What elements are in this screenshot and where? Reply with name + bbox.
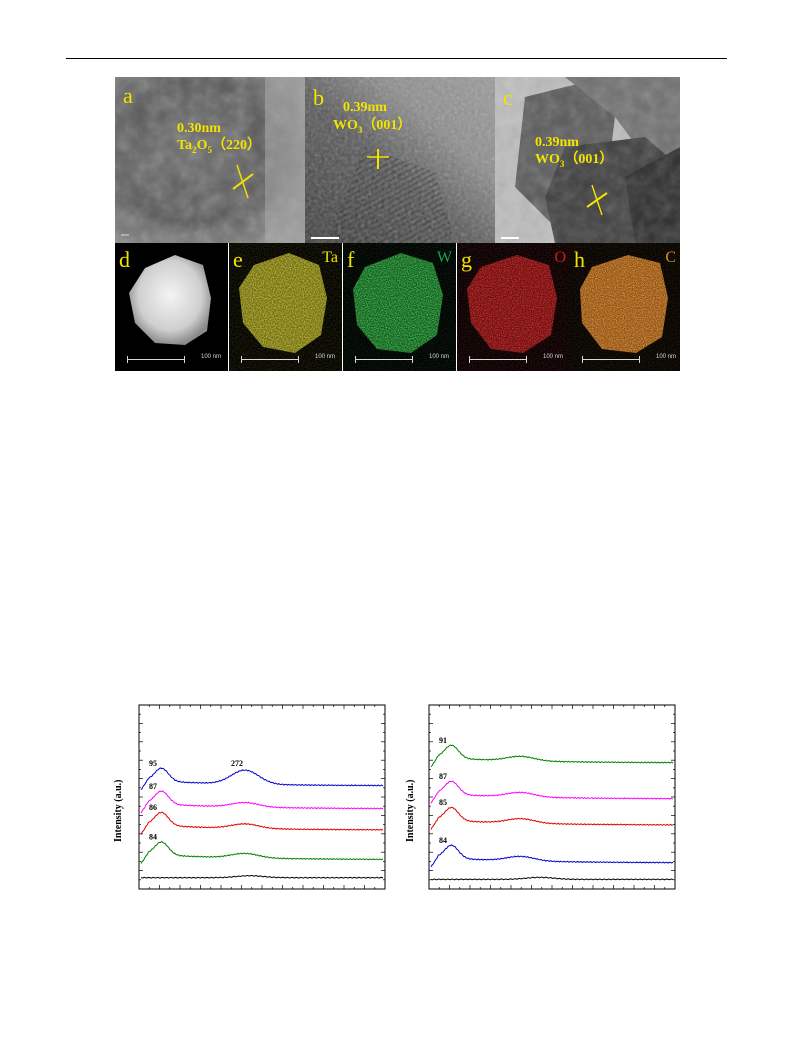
- panel-label-h: h: [574, 247, 585, 272]
- peak-label: 84: [149, 833, 157, 842]
- panel-label-g: g: [461, 247, 472, 272]
- scale-bar-d: 100 nm: [121, 354, 221, 365]
- element-label-o: O: [554, 249, 566, 266]
- phase-label-c: WO3（001）: [535, 152, 614, 169]
- panel-label-d: d: [119, 247, 130, 272]
- peak-label: 86: [149, 803, 157, 812]
- series-line: [430, 806, 674, 830]
- panel-label-f: f: [347, 247, 355, 272]
- lattice-spacing-b: 0.39nm: [343, 100, 387, 115]
- element-label-ta: Ta: [322, 249, 338, 266]
- panel-label-e: e: [233, 247, 243, 272]
- lattice-spacing-c: 0.39nm: [535, 135, 579, 150]
- series-line: [140, 874, 384, 879]
- element-label-w: W: [436, 249, 452, 266]
- series-line: [430, 744, 674, 768]
- series-line: [430, 876, 674, 881]
- series-line: [430, 844, 674, 868]
- series-line: [140, 840, 384, 864]
- panel-label-c: c: [503, 85, 513, 110]
- plot-frame: [138, 704, 386, 890]
- chart-right-ylabel: Intensity (a.u.): [405, 779, 416, 842]
- chart-left: 95 272 87 86 84: [138, 704, 386, 890]
- series-line: [430, 780, 674, 804]
- element-label-c: C: [665, 249, 676, 266]
- eds-panel-g: g O 100 nm: [457, 243, 570, 371]
- series-line: [140, 790, 384, 814]
- series-line: [140, 767, 384, 791]
- chart-right: 91 87 85 84: [428, 704, 676, 890]
- scale-bar-e: 100 nm: [235, 354, 335, 365]
- peak-label: 84: [439, 836, 447, 845]
- eds-panel-h: h C 100 nm: [570, 243, 680, 371]
- eds-panel-f: f W 100 nm: [343, 243, 456, 371]
- eds-panel-e: e Ta 100 nm: [229, 243, 342, 371]
- panel-label-a: a: [123, 83, 133, 108]
- scale-bar-f: 100 nm: [349, 354, 449, 365]
- peak-label: 87: [439, 772, 447, 781]
- eds-panel-d: d 100 nm: [115, 243, 228, 371]
- lattice-spacing-a: 0.30nm: [177, 121, 221, 136]
- peak-label-secondary: 272: [231, 759, 243, 768]
- peak-label: 95: [149, 759, 157, 768]
- phase-label-a: Ta2O5（220）: [177, 138, 261, 155]
- page-header-rule: [66, 58, 727, 59]
- peak-label: 87: [149, 782, 157, 791]
- scale-bar-h: 100 nm: [576, 354, 676, 365]
- phase-label-b: WO3（001）: [333, 118, 412, 135]
- peak-label: 85: [439, 798, 447, 807]
- panel-label-b: b: [313, 85, 324, 110]
- tem-panel-a: a 0.30nm Ta2O5（220）: [115, 77, 305, 243]
- scale-bar-g: 100 nm: [463, 354, 563, 365]
- tem-panel-b: b 0.39nm WO3（001）: [305, 77, 495, 243]
- tem-panel-c: c 0.39nm WO3（001）: [495, 77, 680, 243]
- series-line: [140, 811, 384, 835]
- peak-label: 91: [439, 736, 447, 745]
- chart-left-ylabel: Intensity (a.u.): [113, 779, 124, 842]
